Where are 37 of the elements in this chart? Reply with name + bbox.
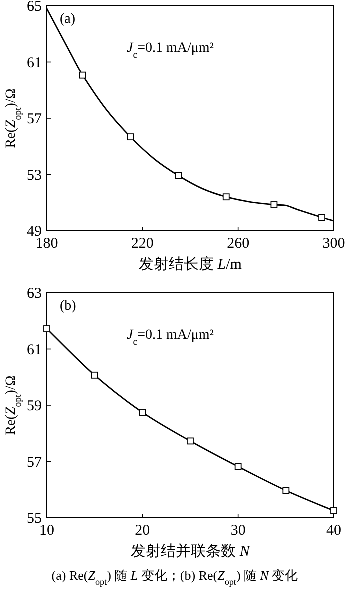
y-tick-label: 65 — [27, 0, 42, 15]
x-tick-label: 180 — [36, 236, 58, 252]
point — [187, 438, 194, 445]
point — [222, 194, 230, 201]
point — [282, 487, 290, 494]
y-tick-label: 57 — [27, 112, 42, 128]
point — [91, 372, 98, 379]
x-tick-label: 10 — [40, 523, 54, 539]
x-tick-label: 300 — [322, 236, 346, 252]
y-tick-label: 63 — [27, 286, 42, 302]
y-tick-label: 57 — [27, 454, 42, 471]
y-tick-label: 61 — [27, 55, 42, 72]
x-tick-label: 20 — [135, 523, 150, 539]
point — [139, 409, 146, 416]
x-axis-title: 发射结并联条数 N — [131, 543, 251, 560]
text: (a) Re(Z$_{opt}$) 随 L 变化；(b) Re(Z$_{opt}$) 随 N 变化 — [52, 568, 298, 587]
point — [44, 326, 50, 332]
annotation: J$_{c}$=0.1 mA/μm² — [127, 328, 214, 348]
y-tick-label: 55 — [27, 511, 42, 527]
point — [79, 72, 86, 79]
point — [270, 202, 278, 208]
y-tick-label: 61 — [27, 342, 42, 358]
x-tick-label: 260 — [227, 236, 250, 252]
point — [234, 463, 242, 470]
point — [127, 134, 134, 141]
y-tick-label: 59 — [27, 398, 42, 414]
annotation: J$_{c}$=0.1 mA/μm² — [127, 41, 214, 60]
x-tick-label: 30 — [230, 523, 246, 539]
annotation: (a) — [60, 12, 76, 27]
x-axis-title: 发射结长度 L/m — [139, 256, 242, 273]
x-tick-label: 220 — [131, 236, 154, 252]
point — [330, 508, 338, 514]
x-tick-label: 40 — [326, 523, 342, 539]
y-tick-label: 53 — [27, 168, 42, 184]
point — [175, 172, 182, 180]
annotation: (b) — [60, 299, 77, 314]
point — [318, 214, 326, 222]
